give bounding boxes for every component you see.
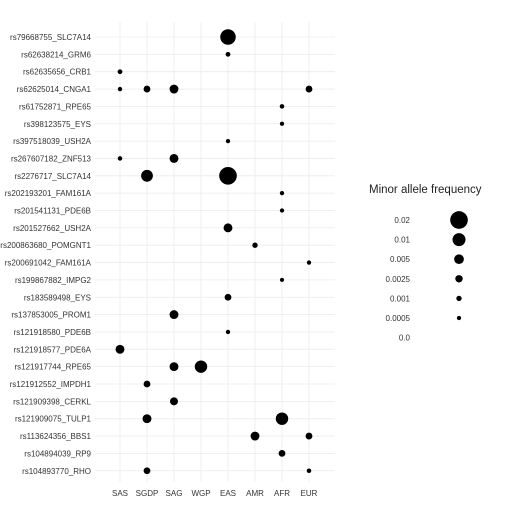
x-axis-tick-labels: SAS SGDP SAG WGP EAS AMR AFR EUR bbox=[112, 489, 318, 498]
data-point bbox=[169, 154, 179, 163]
data-point bbox=[169, 362, 179, 372]
y-tick-label: rs121917744_RPE65 bbox=[14, 363, 91, 372]
legend-label: 0.001 bbox=[390, 294, 411, 303]
y-tick-label: rs62625014_CNGA1 bbox=[17, 85, 92, 94]
data-point bbox=[223, 223, 233, 233]
data-point bbox=[115, 344, 125, 354]
data-point bbox=[305, 85, 313, 93]
y-tick-label: rs200863680_POMGNT1 bbox=[0, 241, 91, 250]
y-tick-label: rs104894039_RP9 bbox=[24, 449, 91, 458]
data-point bbox=[252, 242, 258, 248]
data-point bbox=[170, 397, 178, 406]
data-point bbox=[250, 431, 260, 441]
y-tick-label: rs79668755_SLC7A14 bbox=[10, 33, 92, 42]
data-point bbox=[169, 84, 179, 94]
legend-label: 0.01 bbox=[394, 236, 410, 245]
data-point bbox=[143, 467, 151, 475]
legend-label: 0.005 bbox=[390, 255, 411, 264]
data-point bbox=[306, 260, 312, 265]
data-point bbox=[117, 156, 123, 161]
y-tick-label: rs121909398_CERKL bbox=[13, 397, 91, 406]
y-tick-label: rs201541131_PDE6B bbox=[14, 207, 91, 216]
data-point bbox=[225, 329, 231, 335]
data-point bbox=[220, 29, 236, 45]
legend-label: 0.0 bbox=[399, 334, 411, 343]
data-point bbox=[224, 293, 232, 301]
data-point bbox=[169, 310, 179, 320]
size-legend: Minor allele frequency 0.020.010.0050.00… bbox=[369, 184, 482, 343]
grid-lines bbox=[95, 22, 335, 482]
y-tick-label: rs2276717_SLC7A14 bbox=[14, 172, 91, 181]
y-tick-label: rs397518039_USH2A bbox=[13, 137, 91, 146]
data-point bbox=[117, 69, 123, 75]
data-points bbox=[115, 29, 313, 475]
x-tick-label: SAS bbox=[112, 489, 128, 498]
y-tick-label: rs121912552_IMPDH1 bbox=[10, 380, 92, 389]
y-tick-label: rs104893770_RHO bbox=[22, 467, 91, 476]
y-tick-label: rs199867882_IMPG2 bbox=[15, 276, 92, 285]
legend-key-dot bbox=[456, 295, 462, 302]
data-point bbox=[279, 208, 285, 213]
x-tick-label: AMR bbox=[246, 489, 264, 498]
data-point bbox=[141, 169, 153, 182]
y-tick-label: rs267607182_ZNF513 bbox=[11, 154, 92, 163]
legend-title: Minor allele frequency bbox=[369, 184, 482, 196]
data-point bbox=[275, 412, 289, 425]
data-point bbox=[117, 86, 123, 92]
data-point bbox=[219, 166, 237, 185]
y-tick-label: rs137853005_PROM1 bbox=[11, 311, 91, 320]
data-point bbox=[279, 121, 285, 126]
y-tick-label: rs201527662_USH2A bbox=[13, 224, 91, 233]
data-point bbox=[279, 104, 285, 109]
legend-label: 0.02 bbox=[394, 216, 410, 225]
x-tick-label: EAS bbox=[220, 489, 236, 498]
legend-label: 0.0025 bbox=[386, 275, 411, 284]
data-point bbox=[306, 468, 312, 474]
data-point bbox=[142, 414, 152, 424]
data-point bbox=[305, 432, 313, 440]
data-point bbox=[194, 360, 208, 373]
y-tick-label: rs200691042_FAM161A bbox=[5, 259, 92, 268]
legend-key-dot bbox=[450, 211, 468, 229]
legend-key-dot bbox=[454, 254, 464, 265]
data-point bbox=[278, 450, 286, 457]
x-tick-label: EUR bbox=[301, 489, 318, 498]
y-tick-label: rs121909075_TULP1 bbox=[15, 415, 92, 424]
y-tick-label: rs113624356_BBS1 bbox=[20, 432, 92, 441]
legend-label: 0.0005 bbox=[386, 314, 411, 323]
y-tick-label: rs398123575_EYS bbox=[24, 120, 91, 129]
data-point bbox=[225, 138, 231, 144]
legend-key-dot bbox=[456, 315, 462, 321]
x-tick-label: WGP bbox=[191, 489, 210, 498]
y-tick-label: rs62635656_CRB1 bbox=[23, 68, 92, 77]
y-tick-label: rs62638214_GRM6 bbox=[21, 50, 91, 59]
y-tick-label: rs202193201_FAM161A bbox=[5, 189, 92, 198]
data-point bbox=[143, 85, 151, 93]
y-tick-label: rs61752871_RPE65 bbox=[19, 102, 92, 111]
legend-key-dot bbox=[452, 233, 466, 247]
legend-key-dot bbox=[455, 275, 463, 283]
y-tick-label: rs121918580_PDE6B bbox=[14, 328, 91, 337]
y-axis-tick-labels: rs79668755_SLC7A14 rs62638214_GRM6 rs62635… bbox=[0, 33, 91, 476]
x-tick-label: AFR bbox=[274, 489, 290, 498]
data-point bbox=[143, 380, 151, 388]
x-tick-label: SGDP bbox=[136, 489, 159, 498]
y-tick-label: rs121918577_PDE6A bbox=[14, 345, 92, 354]
data-point bbox=[225, 51, 231, 57]
y-tick-label: rs183589498_EYS bbox=[24, 293, 91, 302]
data-point bbox=[279, 277, 285, 282]
x-tick-label: SAG bbox=[166, 489, 183, 498]
data-point bbox=[279, 191, 285, 196]
